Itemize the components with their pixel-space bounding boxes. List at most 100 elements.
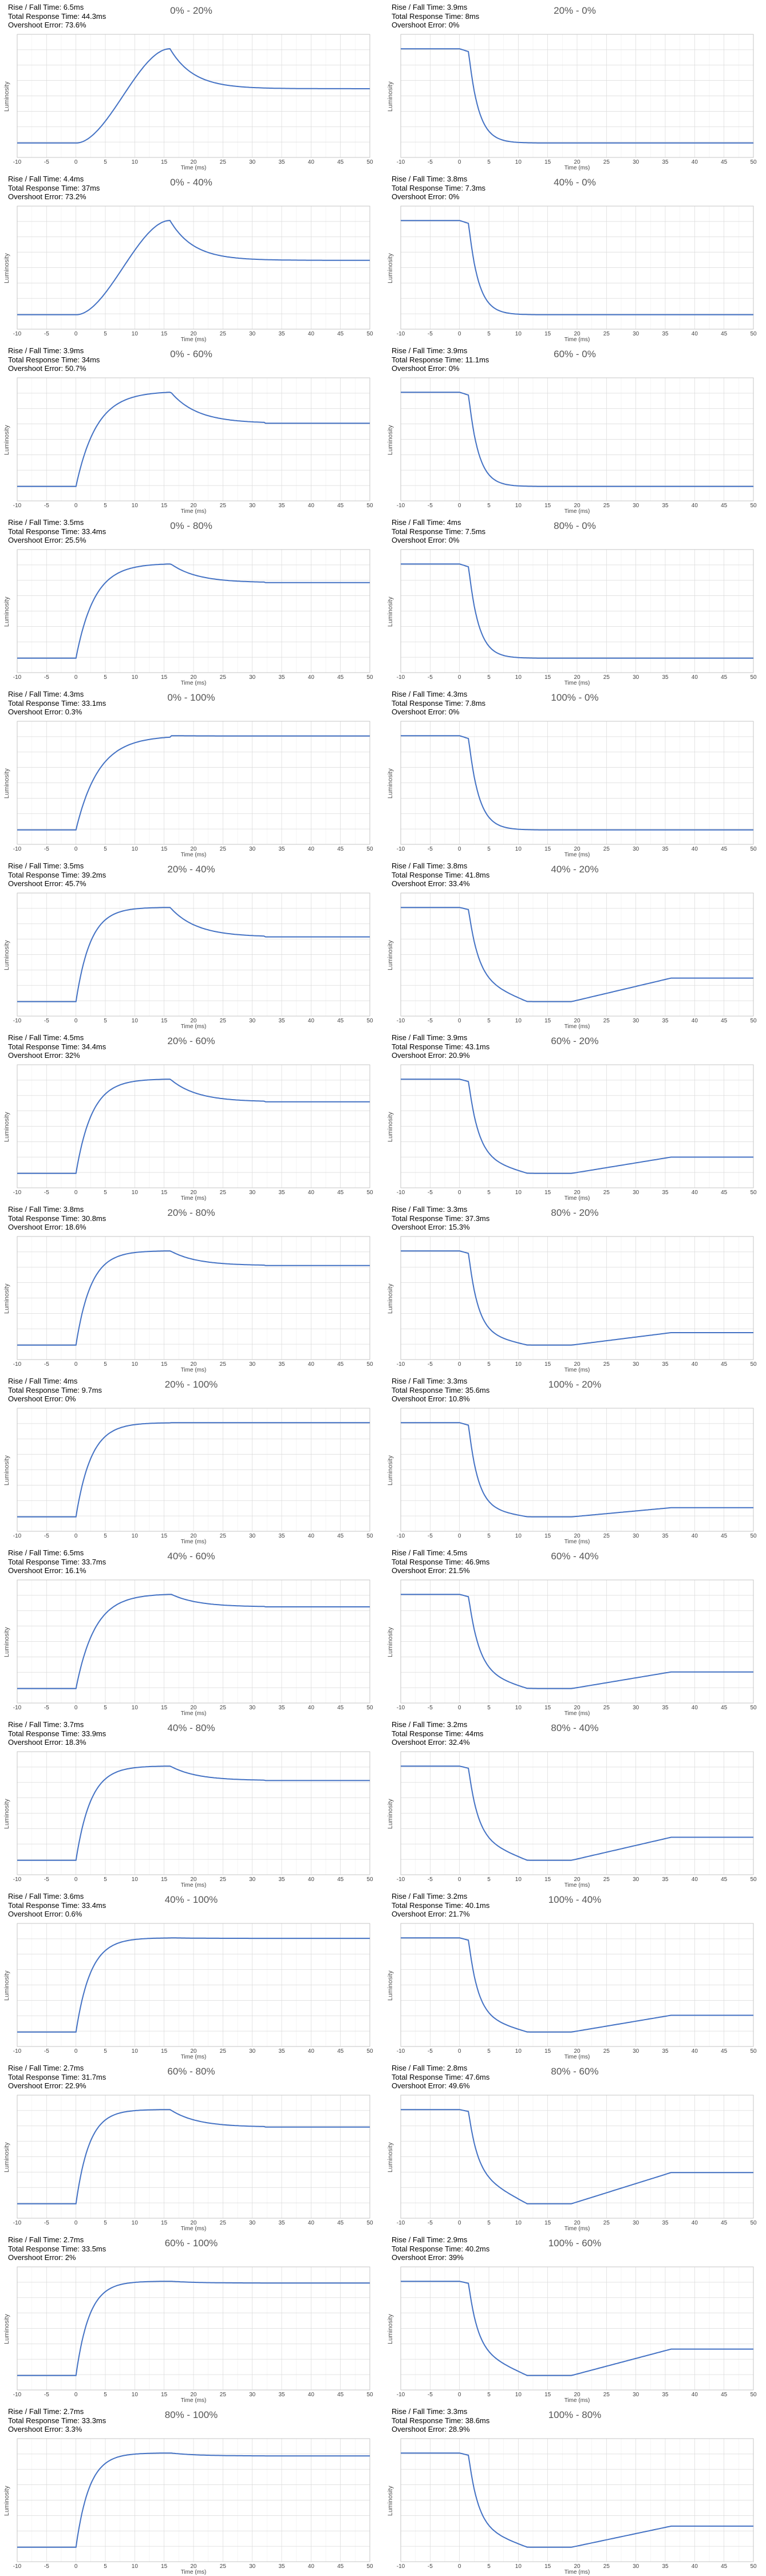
x-axis-label: Time (ms) [564,1195,590,1202]
chart-panel: -10 -5 0 5 10 15 20 25 30 35 40 45 50 Time (ms) Rise /… [384,687,766,858]
rise-fall-time-line: Rise / Fall Time: 4.5ms [8,1033,106,1042]
rise-fall-time-value: 3.2ms [447,1720,468,1729]
x-tick-label: 20 [574,1876,581,1883]
plot-frame [17,1408,370,1532]
x-tick-label: 20 [190,2048,197,2055]
x-tick-label: -5 [44,2220,49,2226]
chart-panel: -10 -5 0 5 10 15 20 25 30 35 40 45 50 Time (ms) Rise /… [0,343,382,515]
x-tick-label: 20 [190,1533,197,1539]
x-tick-label: -5 [44,1361,49,1368]
response-stats: Rise / Fall Time: 3.9ms Total Response Ti… [392,3,479,30]
luminosity-series-line [17,2281,370,2376]
chart-panel: -10 -5 0 5 10 15 20 25 30 35 40 45 50 Time (ms) Rise /… [384,515,766,686]
x-tick-label: 45 [337,2563,344,2570]
x-tick-label: 30 [633,1533,639,1539]
rise-fall-time-line: Rise / Fall Time: 3.8ms [392,175,485,184]
x-tick-label: 5 [104,1876,107,1883]
x-tick-label: 0 [458,503,461,509]
x-tick-label: 10 [132,846,139,852]
x-tick-label: -5 [428,331,433,337]
line-chart: -10 -5 0 5 10 15 20 25 30 35 40 45 50 Time (ms) [397,1579,757,1717]
x-tick-label: 35 [662,2048,669,2055]
overshoot-error-value: 15.3% [448,1223,470,1231]
x-tick-label: 30 [249,503,256,509]
overshoot-error-label: Overshoot Error: [8,21,65,29]
y-axis-label: Luminosity [387,768,394,799]
overshoot-error-value: 18.3% [65,1738,86,1747]
x-tick-label: 50 [366,2048,373,2055]
total-response-time-label: Total Response Time: [392,1042,465,1051]
x-tick-label: 5 [487,2220,491,2226]
x-axis-label: Time (ms) [181,2397,207,2404]
luminosity-series-line [401,1250,753,1346]
x-axis-label: Time (ms) [564,2397,590,2404]
x-tick-label: 50 [366,674,373,681]
plot-frame [400,377,754,501]
x-tick-label: 25 [220,1190,227,1196]
x-tick-label: 10 [515,1705,522,1711]
total-response-time-line: Total Response Time: 33.5ms [8,2245,106,2254]
x-tick-label: 40 [692,159,698,165]
x-tick-label: 30 [249,1361,256,1368]
x-tick-label: 10 [515,674,522,681]
line-chart: -10 -5 0 5 10 15 20 25 30 35 40 45 50 Time (ms) [397,206,757,343]
x-axis-label: Time (ms) [181,2054,207,2060]
x-tick-label: 20 [574,503,581,509]
overshoot-error-label: Overshoot Error: [392,192,449,201]
rise-fall-time-label: Rise / Fall Time: [8,862,64,870]
chart-panel: -10 -5 0 5 10 15 20 25 30 35 40 45 50 Time (ms) Rise /… [384,1374,766,1545]
x-tick-label: 0 [74,674,78,681]
total-response-time-value: 34.4ms [81,1042,106,1051]
rise-fall-time-value: 3.3ms [447,2407,468,2416]
x-tick-label: 15 [161,674,168,681]
x-tick-label: 45 [337,846,344,852]
x-tick-label: 10 [515,503,522,509]
response-stats: Rise / Fall Time: 4ms Total Response Time… [392,518,485,545]
x-axis-label: Time (ms) [564,1367,590,1373]
line-chart: -10 -5 0 5 10 15 20 25 30 35 40 45 50 Time (ms) [13,1064,373,1202]
x-tick-label: 45 [721,159,728,165]
chart-title: 0% - 60% [170,349,212,359]
rise-fall-time-label: Rise / Fall Time: [8,1377,64,1385]
x-tick-label: -5 [44,674,49,681]
x-tick-label: -10 [397,1705,405,1711]
overshoot-error-label: Overshoot Error: [8,708,65,716]
x-tick-label: 45 [721,2220,728,2226]
x-tick-label: 50 [366,1190,373,1196]
x-tick-label: 15 [544,1876,551,1883]
response-stats: Rise / Fall Time: 4.4ms Total Response Ti… [8,175,100,202]
chart-panel: -10 -5 0 5 10 15 20 25 30 35 40 45 50 Time (ms) Rise /… [0,2233,382,2404]
chart-title: 40% - 80% [167,1722,215,1733]
total-response-time-value: 33.4ms [81,1901,106,1910]
y-axis-label: Luminosity [3,768,10,799]
total-response-time-line: Total Response Time: 39.2ms [8,871,106,880]
overshoot-error-label: Overshoot Error: [392,1223,449,1231]
x-tick-label: 50 [750,1361,757,1368]
total-response-time-label: Total Response Time: [392,527,465,536]
rise-fall-time-value: 4.4ms [63,175,84,183]
x-tick-label: 35 [278,1533,285,1539]
total-response-time-label: Total Response Time: [392,355,465,364]
response-stats: Rise / Fall Time: 3.3ms Total Response Ti… [392,1377,489,1404]
x-tick-label: 45 [721,674,728,681]
x-tick-label: 30 [633,2392,639,2398]
x-tick-label: -10 [13,2220,22,2226]
x-tick-label: 5 [487,159,491,165]
total-response-time-label: Total Response Time: [8,1729,82,1738]
chart-title: 40% - 60% [167,1551,215,1562]
x-tick-label: 15 [544,1190,551,1196]
y-axis-label: Luminosity [3,1455,10,1485]
x-tick-label: 50 [750,1705,757,1711]
x-tick-label: 45 [337,1190,344,1196]
x-axis-label: Time (ms) [181,165,207,171]
total-response-time-value: 44ms [465,1729,484,1738]
x-tick-label: 5 [487,503,491,509]
overshoot-error-line: Overshoot Error: 50.7% [8,364,100,373]
rise-fall-time-line: Rise / Fall Time: 3.7ms [8,1720,106,1729]
total-response-time-label: Total Response Time: [392,1557,465,1566]
chart-title: 100% - 0% [551,692,599,703]
total-response-time-label: Total Response Time: [392,1729,465,1738]
line-chart: -10 -5 0 5 10 15 20 25 30 35 40 45 50 Time (ms) [13,1923,373,2060]
y-axis-label: Luminosity [387,2314,394,2344]
overshoot-error-label: Overshoot Error: [8,1566,65,1575]
